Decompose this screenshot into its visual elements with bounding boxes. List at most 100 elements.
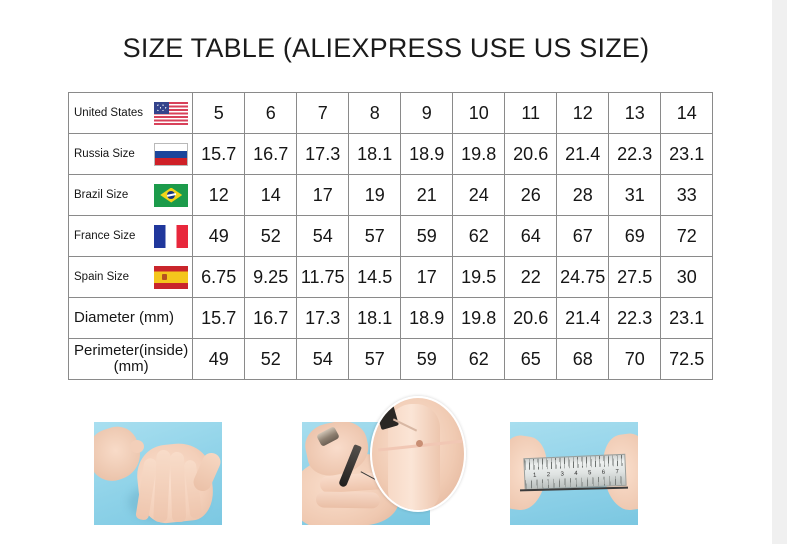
row-label: Russia Size	[74, 147, 135, 160]
row-label: Brazil Size	[74, 188, 129, 201]
cell-value: 52	[244, 215, 298, 257]
row-label-line1: Perimeter(inside)	[74, 341, 189, 359]
cell-value: 27.5	[608, 256, 662, 298]
cell-value: 20.6	[504, 297, 558, 339]
ruler-number: 5	[587, 469, 592, 476]
cell-value: 30	[660, 256, 714, 298]
table-row: Russia Size 15.7 16.7 17.3 18.1 18.9 19.…	[67, 133, 714, 175]
cell-value: 17.3	[296, 133, 350, 175]
cell-value: 7	[296, 92, 350, 134]
cell-value: 22	[504, 256, 558, 298]
cell-value: 12	[556, 92, 610, 134]
cell-value: 19.8	[452, 133, 506, 175]
cell-value: 10	[452, 92, 506, 134]
russia-flag-icon	[154, 142, 189, 166]
row-label: Perimeter(inside) (mm)	[74, 341, 189, 375]
cell-value: 6.75	[192, 256, 246, 298]
cell-value: 59	[400, 215, 454, 257]
table-row: United States 5 6 7 8 9 10 11 12 13 14	[67, 92, 714, 134]
cell-value: 14	[244, 174, 298, 216]
cell-value: 69	[608, 215, 662, 257]
ruler-measure-photo: 1 2 3 4 5 6 7	[510, 422, 638, 525]
cell-value: 12	[192, 174, 246, 216]
row-label: France Size	[74, 229, 136, 242]
row-label-cell-perimeter: Perimeter(inside) (mm)	[67, 338, 194, 380]
cell-value: 14	[660, 92, 714, 134]
cell-value: 9.25	[244, 256, 298, 298]
row-label-cell-france: France Size	[67, 215, 194, 257]
row-label-cell-spain: Spain Size	[67, 256, 194, 298]
row-label-cell-united-states: United States	[67, 92, 194, 134]
ring-size-table: United States 5 6 7 8 9 10 11 12 13 14 R	[67, 92, 714, 380]
cell-value: 19	[348, 174, 402, 216]
cell-value: 16.7	[244, 133, 298, 175]
cell-value: 57	[348, 215, 402, 257]
page-title: SIZE TABLE (ALIEXPRESS USE US SIZE)	[122, 33, 650, 63]
cell-value: 18.9	[400, 133, 454, 175]
cell-value: 9	[400, 92, 454, 134]
cell-value: 49	[192, 338, 246, 380]
magnifier-inset	[370, 396, 466, 512]
cell-value: 21.4	[556, 297, 610, 339]
france-flag-icon	[154, 224, 189, 248]
cell-value: 16.7	[244, 297, 298, 339]
cell-value: 23.1	[660, 133, 714, 175]
cell-value: 23.1	[660, 297, 714, 339]
cell-value: 14.5	[348, 256, 402, 298]
cell-value: 17	[296, 174, 350, 216]
cell-value: 28	[556, 174, 610, 216]
ruler-icon: 1 2 3 4 5 6 7	[523, 453, 627, 491]
table-body: United States 5 6 7 8 9 10 11 12 13 14 R	[67, 92, 714, 380]
cell-value: 72	[660, 215, 714, 257]
cell-value: 21	[400, 174, 454, 216]
cell-value: 18.9	[400, 297, 454, 339]
instruction-photos: 1 2 3 4 5 6 7	[68, 392, 694, 540]
cell-value: 19.8	[452, 297, 506, 339]
cell-value: 62	[452, 338, 506, 380]
cell-value: 62	[452, 215, 506, 257]
table-row: France Size 49 52 54 57 59 62 64 67 69 7…	[67, 215, 714, 257]
cell-value: 21.4	[556, 133, 610, 175]
cell-value: 15.7	[192, 133, 246, 175]
cell-value: 65	[504, 338, 558, 380]
table-row: Brazil Size 12 14 17 19 21 24 26 28 31 3…	[67, 174, 714, 216]
cell-value: 31	[608, 174, 662, 216]
cell-value: 13	[608, 92, 662, 134]
cell-value: 68	[556, 338, 610, 380]
row-label: Diameter (mm)	[74, 308, 174, 326]
table-row: Perimeter(inside) (mm) 49 52 54 57 59 62…	[67, 338, 714, 380]
cell-value: 59	[400, 338, 454, 380]
row-label-line2: (mm)	[113, 358, 149, 375]
row-label: United States	[74, 106, 144, 119]
cell-value: 72.5	[660, 338, 714, 380]
cell-value: 18.1	[348, 297, 402, 339]
cell-value: 70	[608, 338, 662, 380]
ruler-number: 1	[532, 472, 537, 479]
cell-value: 18.1	[348, 133, 402, 175]
cell-value: 5	[192, 92, 246, 134]
ruler-number: 6	[601, 469, 606, 476]
cell-value: 15.7	[192, 297, 246, 339]
cell-value: 33	[660, 174, 714, 216]
cell-value: 49	[192, 215, 246, 257]
cell-value: 17	[400, 256, 454, 298]
cell-value: 52	[244, 338, 298, 380]
thread-measure-photo	[302, 396, 466, 525]
cell-value: 22.3	[608, 133, 662, 175]
table-row: Spain Size 6.75 9.25 11.75 14.5 17 19.5 …	[67, 256, 714, 298]
right-edge-strip	[772, 0, 787, 544]
cell-value: 54	[296, 215, 350, 257]
cell-value: 11	[504, 92, 558, 134]
cell-value: 6	[244, 92, 298, 134]
cell-value: 11.75	[296, 256, 350, 298]
us-flag-icon	[154, 101, 189, 125]
table-row: Diameter (mm) 15.7 16.7 17.3 18.1 18.9 1…	[67, 297, 714, 339]
row-label-cell-diameter: Diameter (mm)	[67, 297, 194, 339]
cell-value: 67	[556, 215, 610, 257]
row-label-cell-russia: Russia Size	[67, 133, 194, 175]
brazil-flag-icon	[154, 183, 189, 207]
cell-value: 22.3	[608, 297, 662, 339]
cell-value: 20.6	[504, 133, 558, 175]
cell-value: 54	[296, 338, 350, 380]
